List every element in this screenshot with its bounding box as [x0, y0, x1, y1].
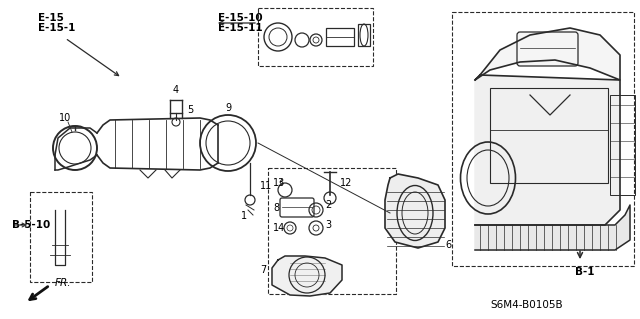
Text: 9: 9 [225, 103, 231, 113]
Text: 1: 1 [241, 211, 247, 221]
Text: S6M4-B0105B: S6M4-B0105B [490, 300, 563, 310]
FancyBboxPatch shape [517, 32, 578, 66]
Text: 12: 12 [340, 178, 353, 188]
Text: E-15-11: E-15-11 [218, 23, 262, 33]
Polygon shape [272, 256, 342, 296]
Text: 2: 2 [325, 200, 332, 210]
Polygon shape [475, 28, 620, 80]
Bar [258, 8, 373, 66]
Text: 4: 4 [173, 85, 179, 95]
Polygon shape [475, 205, 630, 250]
Bar [490, 88, 608, 183]
Text: B-5-10: B-5-10 [12, 220, 51, 230]
Text: E-15-1: E-15-1 [38, 23, 76, 33]
Text: 3: 3 [325, 220, 331, 230]
Polygon shape [385, 174, 445, 248]
Text: 14: 14 [273, 223, 285, 233]
Text: 13: 13 [273, 178, 285, 188]
Polygon shape [475, 75, 620, 225]
Bar [610, 95, 635, 195]
Bar [268, 168, 396, 294]
Text: 8: 8 [273, 203, 279, 213]
Text: 7: 7 [260, 265, 266, 275]
Bar [326, 28, 354, 46]
Bar [30, 192, 92, 282]
Text: 5: 5 [187, 105, 193, 115]
Text: E-15-10: E-15-10 [218, 13, 262, 23]
Text: 11: 11 [260, 181, 272, 191]
Bar [452, 12, 634, 266]
Text: B-1: B-1 [575, 267, 595, 277]
Text: 6: 6 [445, 240, 451, 250]
Text: E-15: E-15 [38, 13, 64, 23]
Bar [358, 24, 370, 46]
Text: FR.: FR. [55, 278, 72, 288]
Text: 10: 10 [59, 113, 71, 123]
